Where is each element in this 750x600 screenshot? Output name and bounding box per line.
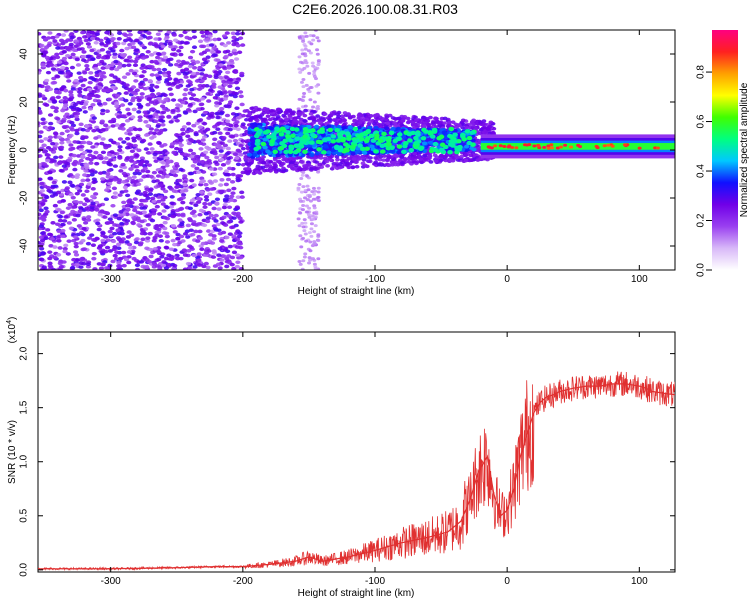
line-x-ticks: -300 -200 -100 0 100 xyxy=(101,332,648,587)
line-y-label: SNR (10 * v/v) xyxy=(7,420,18,484)
line-frame xyxy=(37,331,676,573)
colorbar-label: Normalized spectral amplitude xyxy=(739,82,750,217)
heatmap-y-label: Frequency (Hz) xyxy=(7,116,18,185)
x-tick-label: -200 xyxy=(233,274,253,285)
x-tick-label: -200 xyxy=(233,576,253,587)
y-tick-label: -20 xyxy=(19,190,30,205)
heatmap-x-label: Height of straight line (km) xyxy=(298,286,415,297)
colorbar: 0.0 0.2 0.4 0.6 0.8 Normalized spectral ampl… xyxy=(696,30,750,277)
x-tick-label: 0 xyxy=(504,274,510,285)
y-tick-label: 0.5 xyxy=(19,508,30,522)
colorbar-tick-label: 0.2 xyxy=(696,213,707,227)
colorbar-ticks: 0.0 0.2 0.4 0.6 0.8 xyxy=(696,65,712,277)
y-tick-label: -40 xyxy=(19,238,30,253)
y-tick-label: 2.0 xyxy=(19,346,30,360)
y-tick-label: 1.0 xyxy=(19,454,30,468)
heatmap-cells xyxy=(38,30,675,270)
snr-series-line xyxy=(38,383,675,570)
line-x-label: Height of straight line (km) xyxy=(298,588,415,599)
colorbar-tick-label: 0.4 xyxy=(696,164,707,178)
x-tick-label: -100 xyxy=(365,274,385,285)
line-panel: -300 -200 -100 0 100 0.0 0.5 1.0 1.5 2.0 Height … xyxy=(6,317,676,599)
colorbar-gradient xyxy=(712,30,738,270)
y-tick-label: 20 xyxy=(19,96,30,108)
heatmap-y-ticks: -40 -20 0 20 40 xyxy=(19,48,675,253)
snr-noise-trace xyxy=(38,371,675,572)
x-tick-label: -100 xyxy=(365,576,385,587)
x-tick-label: 0 xyxy=(504,576,510,587)
colorbar-tick-label: 0.8 xyxy=(696,65,707,79)
y-tick-label: 40 xyxy=(19,48,30,60)
line-y-ticks: 0.0 0.5 1.0 1.5 2.0 xyxy=(19,346,675,577)
y-tick-label: 1.5 xyxy=(19,400,30,414)
x-tick-label: -300 xyxy=(101,576,121,587)
figure-title: C2E6.2026.100.08.31.R03 xyxy=(292,1,458,17)
x-tick-label: 100 xyxy=(631,274,648,285)
x-tick-label: -300 xyxy=(101,274,121,285)
heatmap-x-ticks: -300 -200 -100 0 100 xyxy=(101,30,648,285)
x-tick-label: 100 xyxy=(631,576,648,587)
colorbar-tick-label: 0.6 xyxy=(696,114,707,128)
colorbar-tick-label: 0.0 xyxy=(696,263,707,277)
y-tick-label: 0.0 xyxy=(19,562,30,576)
y-tick-label: 0 xyxy=(19,147,30,153)
line-y-multiplier: (x104) xyxy=(6,317,18,344)
